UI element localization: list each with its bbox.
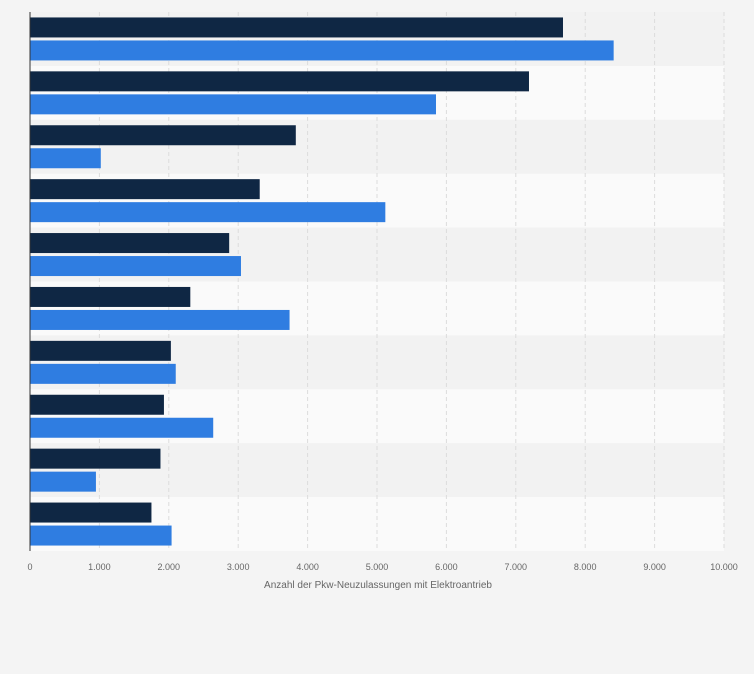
x-tick-label: 5.000: [366, 562, 389, 572]
bar-series-2: [30, 40, 614, 61]
bar-series-1: [30, 71, 529, 92]
bar-series-2: [30, 94, 436, 115]
bar-series-1: [30, 340, 171, 361]
bar-series-1: [30, 233, 230, 254]
x-tick-label: 4.000: [296, 562, 319, 572]
x-tick-label: 7.000: [505, 562, 528, 572]
bar-series-1: [30, 502, 152, 523]
bars: [30, 17, 614, 546]
bar-series-1: [30, 394, 164, 415]
bar-series-1: [30, 125, 296, 146]
x-tick-label: 1.000: [88, 562, 111, 572]
bar-series-2: [30, 148, 101, 169]
bar-series-1: [30, 448, 161, 469]
x-tick-label: 2.000: [158, 562, 181, 572]
bar-series-2: [30, 309, 290, 330]
x-tick-label: 10.000: [710, 562, 738, 572]
x-tick-label: 3.000: [227, 562, 250, 572]
x-tick-label: 0: [27, 562, 32, 572]
bar-series-2: [30, 202, 386, 223]
bar-series-1: [30, 179, 260, 200]
bar-series-1: [30, 286, 191, 307]
bar-series-2: [30, 471, 96, 492]
bar-series-2: [30, 256, 241, 277]
bar-series-2: [30, 525, 172, 546]
bar-series-2: [30, 363, 176, 384]
x-axis-label: Anzahl der Pkw-Neuzulassungen mit Elektr…: [264, 580, 492, 591]
x-tick-label: 6.000: [435, 562, 458, 572]
bar-series-2: [30, 417, 214, 438]
x-tick-label: 9.000: [643, 562, 666, 572]
x-axis: 0 1.000 2.000 3.000 4.000 5.000 6.000 7.000 8.00…: [27, 12, 738, 572]
x-tick-label: 8.000: [574, 562, 597, 572]
bar-series-1: [30, 17, 563, 38]
